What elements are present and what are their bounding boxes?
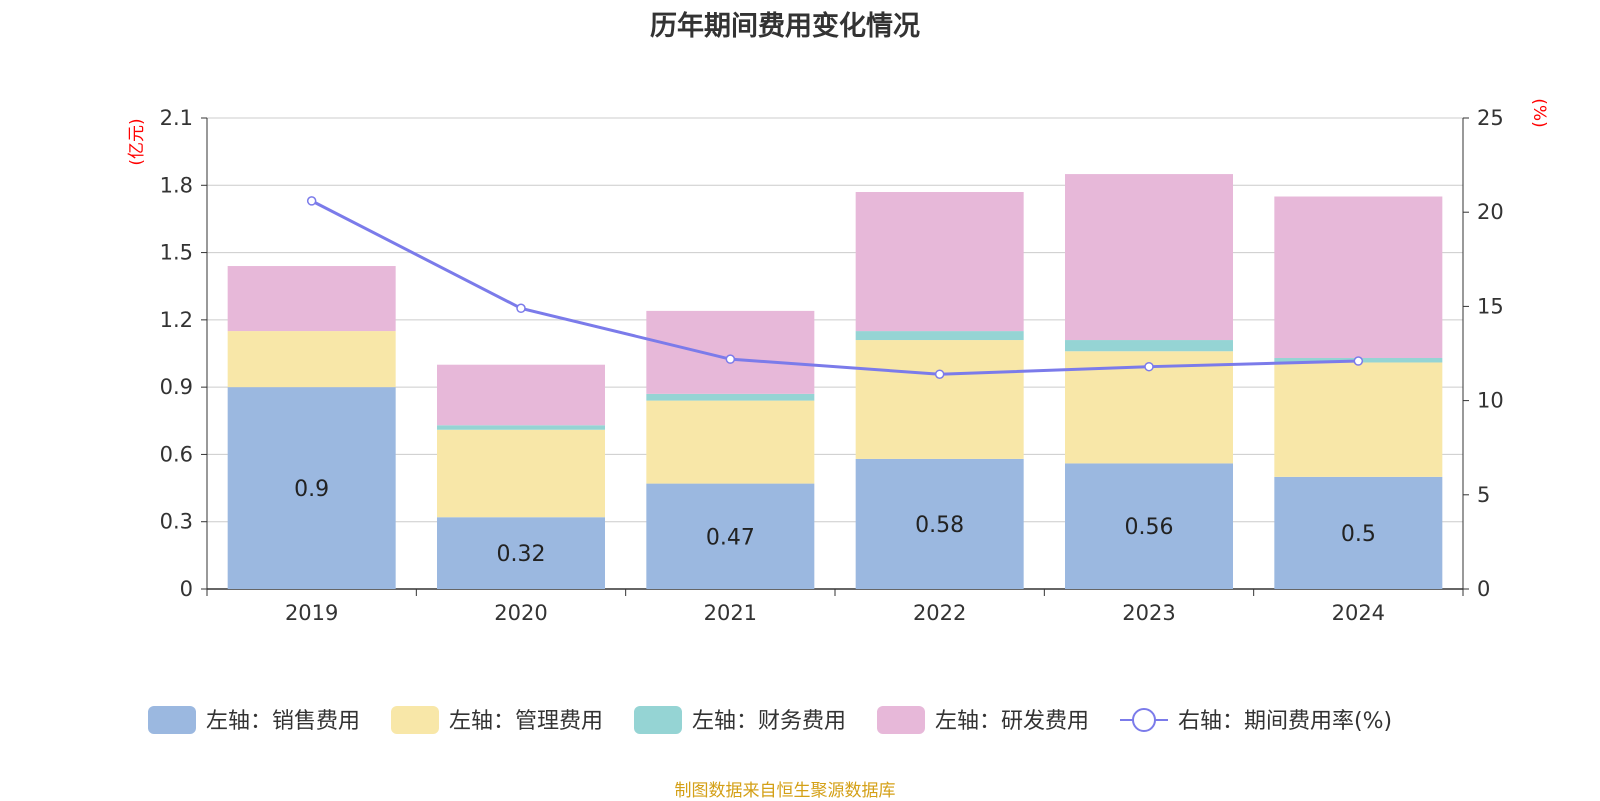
bar-rnd: [855, 192, 1024, 332]
data-label: 0.32: [497, 542, 546, 567]
left-axis-tick-label: 0.6: [160, 442, 193, 466]
right-axis-tick-label: 0: [1477, 577, 1490, 601]
right-axis-tick-label: 15: [1477, 294, 1504, 318]
data-label: 0.58: [915, 513, 964, 538]
left-axis-tick-label: 1.2: [160, 308, 193, 332]
left-axis-tick-label: 1.5: [160, 241, 193, 265]
line-point: [934, 369, 945, 379]
data-label: 0.9: [294, 477, 329, 502]
bar-finance: [646, 393, 815, 401]
left-axis-unit: (亿元): [127, 118, 147, 165]
bar-admin: [855, 340, 1024, 459]
bar-admin: [437, 429, 605, 518]
legend-label: 左轴：管理费用: [449, 709, 603, 734]
line-point: [516, 303, 526, 314]
x-axis-label: 2022: [913, 601, 966, 625]
left-axis-tick-label: 1.8: [160, 173, 193, 197]
right-axis-unit: (%): [1529, 98, 1549, 127]
bar-finance: [437, 425, 605, 430]
bar-sales: [646, 483, 815, 589]
legend-swatch-rnd: [877, 706, 925, 734]
legend-label: 左轴：销售费用: [206, 709, 360, 734]
bar-sales: [855, 458, 1024, 589]
legend-swatch-sales: [148, 706, 196, 734]
line-rate: [310, 199, 1359, 376]
bar-sales: [227, 387, 396, 589]
right-axis-tick-label: 20: [1477, 200, 1504, 224]
legend-swatch-admin: [391, 706, 439, 734]
bar-finance: [1065, 340, 1233, 352]
x-axis-label: 2024: [1332, 601, 1385, 625]
left-axis-tick-label: 0.9: [160, 375, 193, 399]
line-point: [306, 196, 317, 206]
line-point: [725, 354, 736, 364]
left-axis-tick-label: 0.3: [160, 510, 193, 534]
data-label: 0.5: [1341, 522, 1376, 547]
legend-label: 左轴：研发费用: [935, 709, 1089, 734]
x-axis-label: 2021: [704, 601, 757, 625]
bar-admin: [1274, 362, 1443, 477]
chart-title: 历年期间费用变化情况: [650, 11, 920, 42]
legend-label: 右轴：期间费用率(%): [1178, 709, 1392, 734]
left-axis-tick-label: 2.1: [160, 106, 193, 130]
x-axis-label: 2020: [494, 601, 547, 625]
bar-sales: [1065, 463, 1233, 589]
line-point: [1144, 361, 1154, 372]
source-note: 制图数据来自恒生聚源数据库: [674, 781, 896, 801]
data-label: 0.56: [1125, 515, 1174, 540]
bar-rnd: [1065, 174, 1233, 341]
x-axis-label: 2023: [1122, 601, 1175, 625]
data-label: 0.47: [706, 525, 755, 550]
legend-swatch-finance: [634, 706, 682, 734]
bar-sales: [1274, 476, 1443, 589]
right-axis-tick-label: 10: [1477, 389, 1504, 413]
x-axis-label: 2019: [285, 601, 338, 625]
right-axis-tick-label: 5: [1477, 483, 1490, 507]
bar-rnd: [1274, 196, 1443, 358]
bar-sales: [437, 517, 605, 589]
bar-rnd: [646, 310, 815, 394]
right-axis-tick-label: 25: [1477, 106, 1504, 130]
bar-rnd: [437, 364, 605, 426]
legend-swatch-marker: [1132, 708, 1156, 732]
line-point: [1353, 356, 1364, 366]
bar-admin: [646, 400, 815, 484]
bar-finance: [855, 331, 1024, 341]
left-axis-tick-label: 0: [180, 577, 193, 601]
bar-rnd: [227, 266, 396, 332]
legend-label: 左轴：财务费用: [692, 709, 846, 734]
bar-admin: [227, 331, 396, 388]
